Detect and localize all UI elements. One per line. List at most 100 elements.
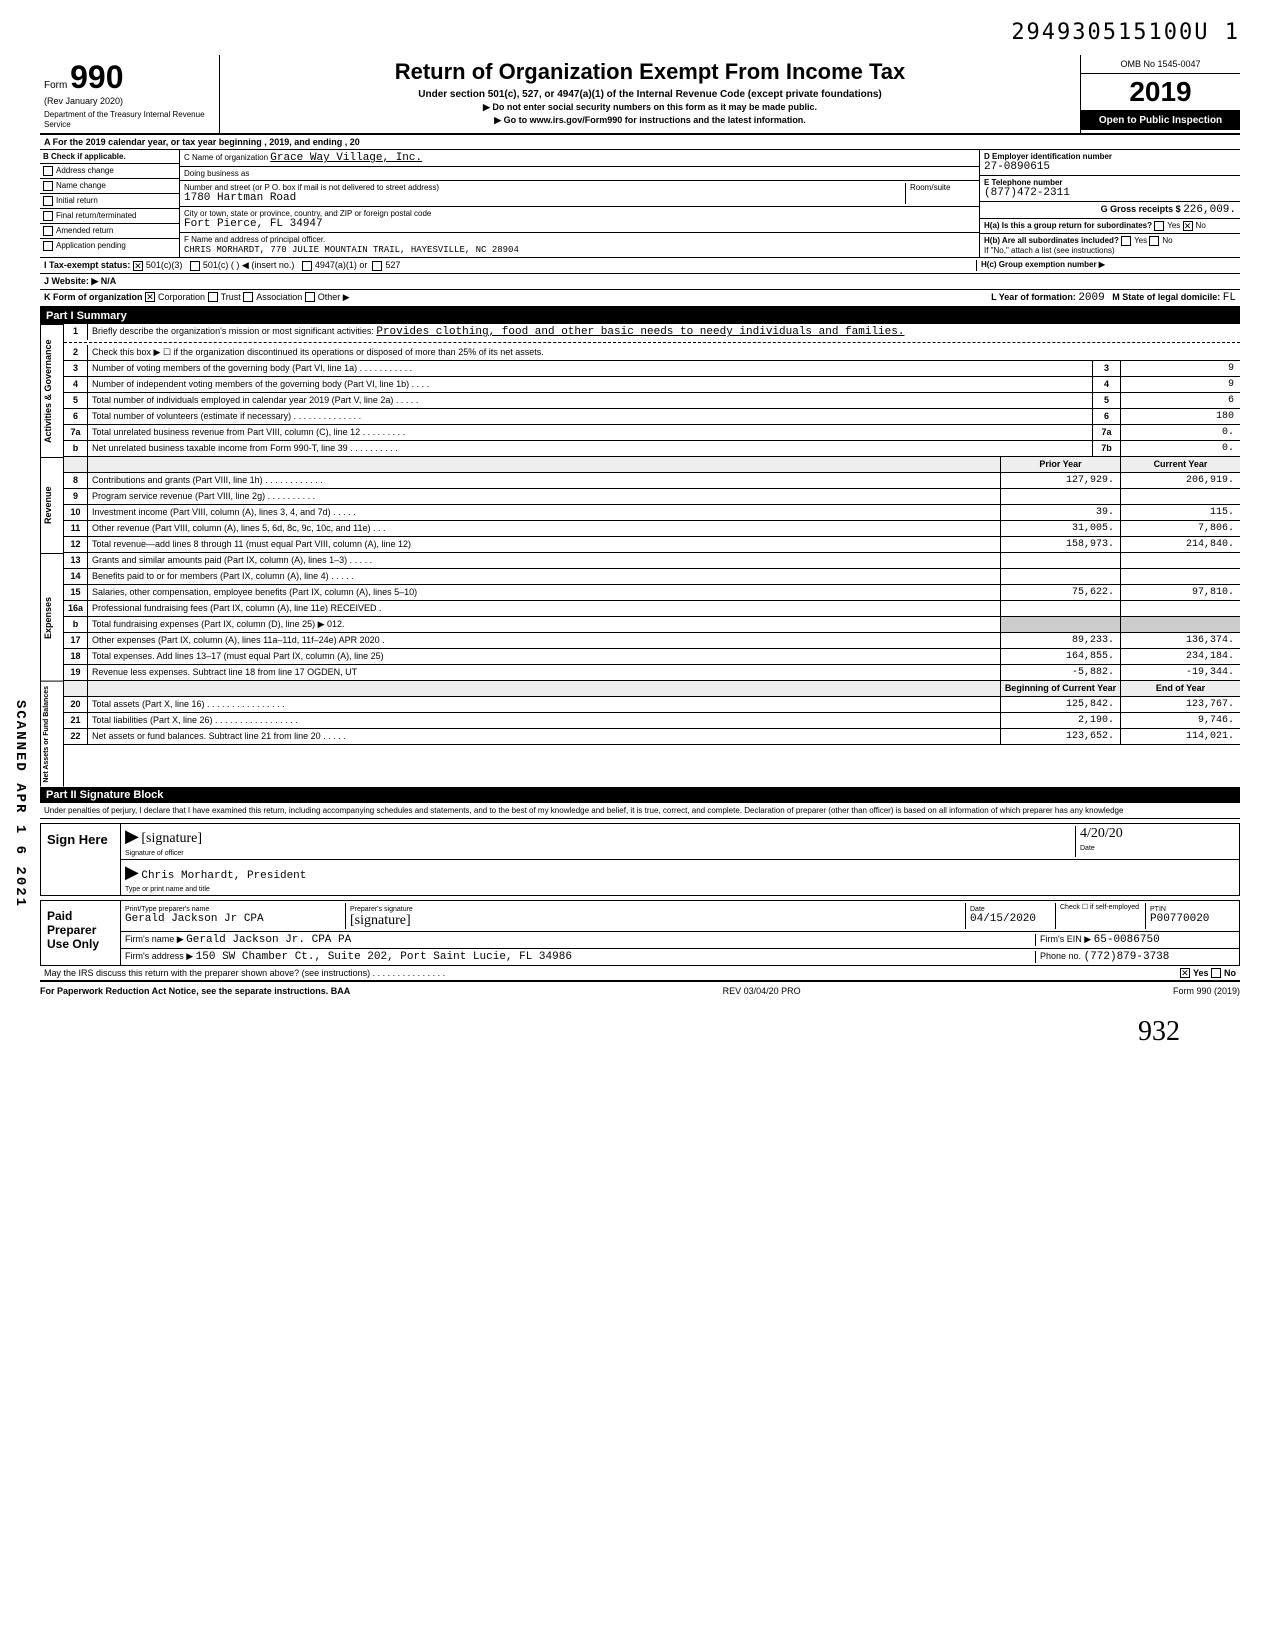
checkbox-icon[interactable]	[145, 292, 155, 302]
current-value	[1120, 553, 1240, 568]
line-num: b	[64, 617, 88, 632]
k-label: K Form of organization	[44, 292, 143, 304]
dba-row: Doing business as	[180, 167, 979, 181]
checkbox-icon[interactable]	[243, 292, 253, 302]
checkbox-icon[interactable]	[133, 261, 143, 271]
table-row: 16a Professional fundraising fees (Part …	[64, 601, 1240, 617]
checkbox-icon[interactable]	[43, 241, 53, 251]
form-word: Form	[44, 80, 67, 91]
table-row: 21 Total liabilities (Part X, line 26) .…	[64, 713, 1240, 729]
checkbox-icon[interactable]	[43, 196, 53, 206]
blank	[64, 681, 88, 696]
line-num: 9	[64, 489, 88, 504]
begin-year-header: Beginning of Current Year	[1000, 681, 1120, 696]
expenses-section: Expenses 13 Grants and similar amounts p…	[40, 553, 1240, 681]
check-address-change: Address change	[40, 164, 179, 179]
footer-right: Form 990 (2019)	[1173, 986, 1240, 996]
row-a: A For the 2019 calendar year, or tax yea…	[40, 135, 1240, 150]
checkbox-icon[interactable]	[190, 261, 200, 271]
line-num: 21	[64, 713, 88, 728]
opt-other: Other ▶	[318, 292, 350, 304]
checkbox-icon[interactable]	[1180, 968, 1190, 978]
current-value: 136,374.	[1120, 633, 1240, 648]
row-j-website: J Website: ▶ N/A	[40, 274, 1240, 290]
officer-name-address: CHRIS MORHARDT, 770 JULIE MOUNTAIN TRAIL…	[184, 245, 519, 255]
current-value: 234,184.	[1120, 649, 1240, 664]
table-row: 17 Other expenses (Part IX, column (A), …	[64, 633, 1240, 649]
tax-year: 2019	[1081, 74, 1240, 111]
document-number: 294930515100U 1	[40, 20, 1240, 45]
value-cell: 0.	[1120, 441, 1240, 456]
paid-preparer-block: Paid Preparer Use Only Print/Type prepar…	[40, 900, 1240, 966]
e-label: E Telephone number	[984, 178, 1236, 187]
checkbox-icon[interactable]	[305, 292, 315, 302]
dba-label: Doing business as	[184, 169, 975, 178]
checkbox-icon[interactable]	[1183, 221, 1193, 231]
line-num: 14	[64, 569, 88, 584]
line-num: 11	[64, 521, 88, 536]
opt-527: 527	[385, 260, 400, 270]
prior-value: 39.	[1000, 505, 1120, 520]
line-num: 5	[64, 393, 88, 408]
f-label: F Name and address of principal officer.	[184, 235, 975, 244]
governance-section: Activities & Governance 1 Briefly descri…	[40, 324, 1240, 457]
value-cell-gray	[1000, 617, 1120, 632]
prior-value: -5,882.	[1000, 665, 1120, 680]
irs-discuss-row: May the IRS discuss this return with the…	[40, 966, 1240, 982]
preparer-signature: [signature]	[350, 913, 411, 928]
table-row: 7a Total unrelated business revenue from…	[64, 425, 1240, 441]
line-num: 16a	[64, 601, 88, 616]
prior-value: 2,190.	[1000, 713, 1120, 728]
check-label: Application pending	[56, 241, 126, 250]
firm-phone: (772)879-3738	[1084, 951, 1170, 963]
checkbox-icon[interactable]	[1121, 236, 1131, 246]
checkbox-icon[interactable]	[43, 166, 53, 176]
sig-date-sublabel: Date	[1080, 845, 1095, 852]
checkbox-icon[interactable]	[372, 261, 382, 271]
checkbox-icon[interactable]	[1154, 221, 1164, 231]
checkbox-icon[interactable]	[208, 292, 218, 302]
phone-label: Phone no.	[1040, 951, 1081, 961]
line-desc: Total unrelated business revenue from Pa…	[88, 425, 1092, 440]
checkbox-icon[interactable]	[302, 261, 312, 271]
preparer-date: 04/15/2020	[970, 913, 1036, 925]
checkbox-icon[interactable]	[43, 211, 53, 221]
checkbox-icon[interactable]	[43, 181, 53, 191]
row-i-tax-status: I Tax-exempt status: 501(c)(3) 501(c) ( …	[40, 258, 1240, 274]
ptin-value: P00770020	[1150, 913, 1209, 925]
prep-date-label: Date	[970, 906, 985, 913]
table-row: 20 Total assets (Part X, line 16) . . . …	[64, 697, 1240, 713]
city-state-zip: Fort Pierce, FL 34947	[184, 218, 323, 230]
checkbox-icon[interactable]	[1149, 236, 1159, 246]
table-row: 11 Other revenue (Part VIII, column (A),…	[64, 521, 1240, 537]
line-2-desc: Check this box ▶ ☐ if the organization d…	[88, 345, 1240, 360]
check-application-pending: Application pending	[40, 239, 179, 253]
firm-addr-label: Firm's address ▶	[125, 951, 193, 961]
part-2-header: Part II Signature Block	[40, 787, 1240, 803]
opt-4947: 4947(a)(1) or	[315, 260, 368, 270]
table-row: 3 Number of voting members of the govern…	[64, 361, 1240, 377]
i-label: I Tax-exempt status:	[44, 260, 130, 270]
checkbox-icon[interactable]	[1211, 968, 1221, 978]
line-num: 2	[64, 345, 88, 360]
check-name-change: Name change	[40, 179, 179, 194]
table-row: 4 Number of independent voting members o…	[64, 377, 1240, 393]
table-row: 22 Net assets or fund balances. Subtract…	[64, 729, 1240, 745]
ref-num: 5	[1092, 393, 1120, 408]
street-address: 1780 Hartman Road	[184, 192, 296, 204]
ref-num: 7a	[1092, 425, 1120, 440]
omb-number: OMB No 1545-0047	[1081, 55, 1240, 74]
org-name: Grace Way Village, Inc.	[270, 152, 422, 164]
blank	[88, 457, 1000, 472]
end-year-header: End of Year	[1120, 681, 1240, 696]
net-assets-section: Net Assets or Fund Balances Beginning of…	[40, 681, 1240, 787]
subtitle: Under section 501(c), 527, or 4947(a)(1)…	[228, 89, 1072, 100]
signature-date: 4/20/20	[1080, 826, 1123, 841]
side-label-revenue: Revenue	[40, 457, 64, 553]
line-num: 15	[64, 585, 88, 600]
blank	[64, 457, 88, 472]
hc-label: H(c) Group exemption number ▶	[981, 260, 1105, 269]
line-desc: Investment income (Part VIII, column (A)…	[88, 505, 1000, 520]
checkbox-icon[interactable]	[43, 226, 53, 236]
line-num: 19	[64, 665, 88, 680]
